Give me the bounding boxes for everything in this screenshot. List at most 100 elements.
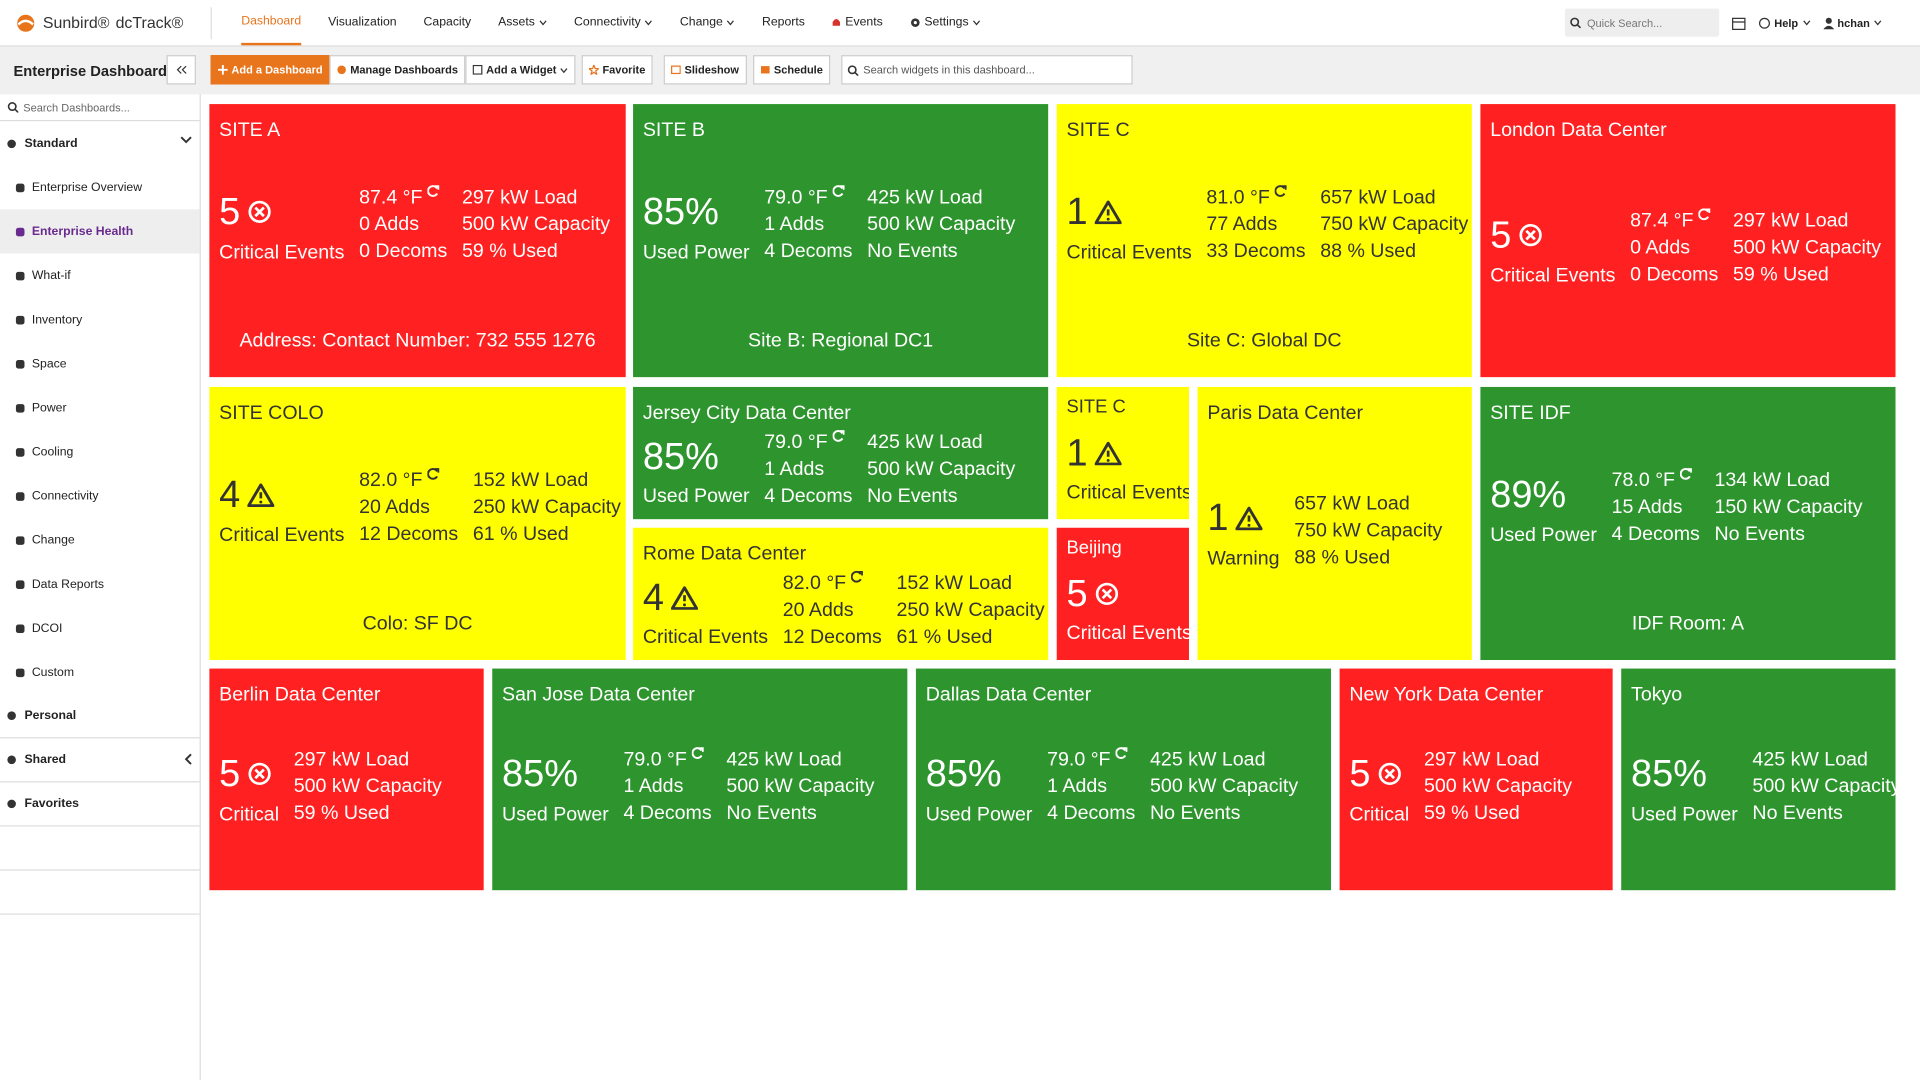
widget[interactable]: Rome Data Center 4 Critical Events 82.0 °F 2… [633, 527, 1049, 661]
toolbar-button[interactable]: Add a Dashboard [210, 55, 331, 85]
sidebar-item[interactable]: Connectivity [0, 474, 200, 518]
nav-item[interactable]: Reports [762, 0, 805, 45]
nav-item[interactable]: Settings [910, 0, 981, 45]
widget-summary: 85% Used Power [502, 746, 609, 828]
widget[interactable]: SITE C 1 Critical Events [1056, 386, 1189, 520]
widget[interactable]: Berlin Data Center 5 Critical 297 kW Load 50… [209, 668, 484, 891]
widget[interactable]: Beijing 5 Critical Events [1056, 527, 1189, 661]
sidebar-item[interactable]: Cooling [0, 430, 200, 474]
nav-item[interactable]: Change [680, 0, 735, 45]
widget[interactable]: London Data Center 5 Critical Events 87.4 °… [1480, 104, 1896, 378]
widget[interactable]: Paris Data Center 1 Warning 657 kW Load 750 … [1197, 386, 1472, 661]
nav-label: Connectivity [574, 15, 641, 30]
item-icon [15, 623, 25, 633]
metric-column: 78.0 °F 15 Adds 4 Decoms [1612, 468, 1700, 549]
metric: 82.0 °F [783, 570, 882, 597]
widget[interactable]: SITE C 1 Critical Events 81.0 °F 77 Adds 33 D… [1056, 104, 1472, 378]
sidebar-item[interactable]: Enterprise Overview [0, 165, 200, 209]
widget[interactable]: San Jose Data Center 85% Used Power 79.0 °F… [492, 668, 908, 891]
brand[interactable]: Sunbird® dcTrack® [15, 12, 184, 32]
sidebar-item[interactable]: Change [0, 518, 200, 562]
metric-column: 152 kW Load 250 kW Capacity 61 % Used [897, 570, 1045, 651]
widget[interactable]: New York Data Center 5 Critical 297 kW Load… [1339, 668, 1613, 891]
widget[interactable]: Tokyo 85% Used Power 425 kW Load 500 kW Capa… [1621, 668, 1896, 891]
summary-value-row: 85% [643, 184, 750, 239]
collapse-button[interactable] [166, 55, 196, 85]
calendar-icon[interactable] [1731, 15, 1746, 30]
metric: No Events [867, 483, 1015, 510]
widget-title: San Jose Data Center [502, 684, 695, 706]
widget-title: SITE B [642, 120, 705, 141]
sidebar-item[interactable]: Enterprise Health [0, 209, 200, 254]
sidebar-item[interactable]: Custom [0, 650, 200, 694]
sidebar-item[interactable]: Inventory [0, 298, 200, 342]
chevron [1802, 20, 1810, 26]
sidebar-item[interactable]: Data Reports [0, 562, 200, 606]
sidebar-item[interactable]: Power [0, 386, 200, 430]
metric-column: 79.0 °F 1 Adds 4 Decoms [623, 747, 712, 828]
sidebar-item[interactable]: What-if [0, 253, 200, 297]
nav-label: Capacity [423, 15, 472, 30]
metric: 82.0 °F [359, 468, 458, 495]
section-label: Standard [24, 136, 78, 151]
toolbar-button[interactable]: Add a Widget [465, 55, 577, 85]
widget-title: Beijing [1066, 537, 1122, 559]
metric-text: 81.0 °F [1206, 187, 1270, 209]
metric: 1 Adds [1047, 774, 1135, 801]
metric-text: 150 kW Capacity [1714, 497, 1863, 518]
user-menu[interactable]: hchan [1822, 17, 1882, 29]
widget[interactable]: Dallas Data Center 85% Used Power 79.0 °F 1 … [915, 668, 1332, 891]
metric: 250 kW Capacity [473, 495, 621, 522]
section-header[interactable]: Shared [0, 738, 200, 783]
metric-column: 79.0 °F 1 Adds 4 Decoms [764, 429, 852, 510]
metric-text: 500 kW Capacity [867, 214, 1016, 236]
dashboard-search[interactable]: Search Dashboards... [0, 94, 200, 122]
widget[interactable]: SITE A 5 Critical Events 87.4 °F 0 Adds 0 Dec… [209, 104, 626, 378]
section-header[interactable]: Favorites [0, 782, 200, 827]
metric: 0 Adds [359, 212, 447, 239]
nav-item[interactable]: Capacity [424, 0, 472, 45]
widget[interactable]: SITE B 85% Used Power 79.0 °F 1 Adds 4 Decoms… [633, 104, 1049, 378]
nav-item[interactable]: Visualization [328, 0, 397, 45]
widget[interactable]: Jersey City Data Center 85% Used Power 79.0… [633, 386, 1049, 520]
nav-item[interactable]: Assets [498, 0, 547, 45]
user-icon [1822, 17, 1834, 29]
widget-body: 4 Critical Events 82.0 °F 20 Adds 12 Decoms 1… [209, 425, 625, 614]
widget[interactable]: SITE IDF 89% Used Power 78.0 °F 15 Adds 4 Dec… [1480, 386, 1896, 661]
sidebar-item[interactable]: DCOI [0, 606, 200, 650]
summary-label: Critical Events [1066, 241, 1192, 263]
button-label: Schedule [773, 63, 823, 76]
summary-value-row: 85% [926, 746, 1033, 801]
widget-search[interactable]: Search widgets in this dashboard... [841, 55, 1133, 85]
toolbar-button[interactable]: Manage Dashboards [329, 55, 466, 85]
help-menu[interactable]: Help [1758, 17, 1810, 29]
metric: No Events [867, 239, 1015, 266]
toolbar-button[interactable]: Slideshow [663, 55, 747, 85]
toolbar-button[interactable]: Schedule [753, 55, 831, 85]
trend-icon [427, 185, 440, 197]
nav-item[interactable]: Connectivity [574, 0, 653, 45]
button-icon [337, 65, 346, 75]
sidebar: Enterprise Dashboard Search Dashboards..… [0, 46, 201, 1080]
metric-text: 500 kW Capacity [1732, 237, 1882, 259]
toolbar-button[interactable]: Favorite [581, 55, 653, 85]
section-header[interactable]: Standard [0, 121, 200, 165]
chevron [727, 20, 735, 26]
item-icon [15, 491, 25, 501]
section-header[interactable]: Personal [0, 694, 200, 739]
metric: 78.0 °F [1612, 468, 1700, 495]
metric: 500 kW Capacity [1752, 774, 1895, 801]
nav-item[interactable]: Dashboard [241, 0, 302, 46]
summary-value: 1 [1207, 495, 1229, 539]
sidebar-item[interactable]: Space [0, 342, 200, 386]
widget[interactable]: SITE COLO 4 Critical Events 82.0 °F 20 Adds 1… [209, 386, 626, 661]
quick-search[interactable]: Quick Search... [1564, 8, 1720, 37]
nav-label: Settings [924, 15, 969, 30]
summary-label: Critical Events [1066, 482, 1189, 504]
metric-column: 297 kW Load 500 kW Capacity 59 % Used [1424, 747, 1572, 828]
nav-item[interactable]: Events [832, 0, 883, 45]
trend-icon [691, 747, 704, 759]
widget-summary: 85% Used Power [643, 429, 750, 511]
metric: 750 kW Capacity [1294, 518, 1442, 545]
search-icon [7, 102, 19, 113]
